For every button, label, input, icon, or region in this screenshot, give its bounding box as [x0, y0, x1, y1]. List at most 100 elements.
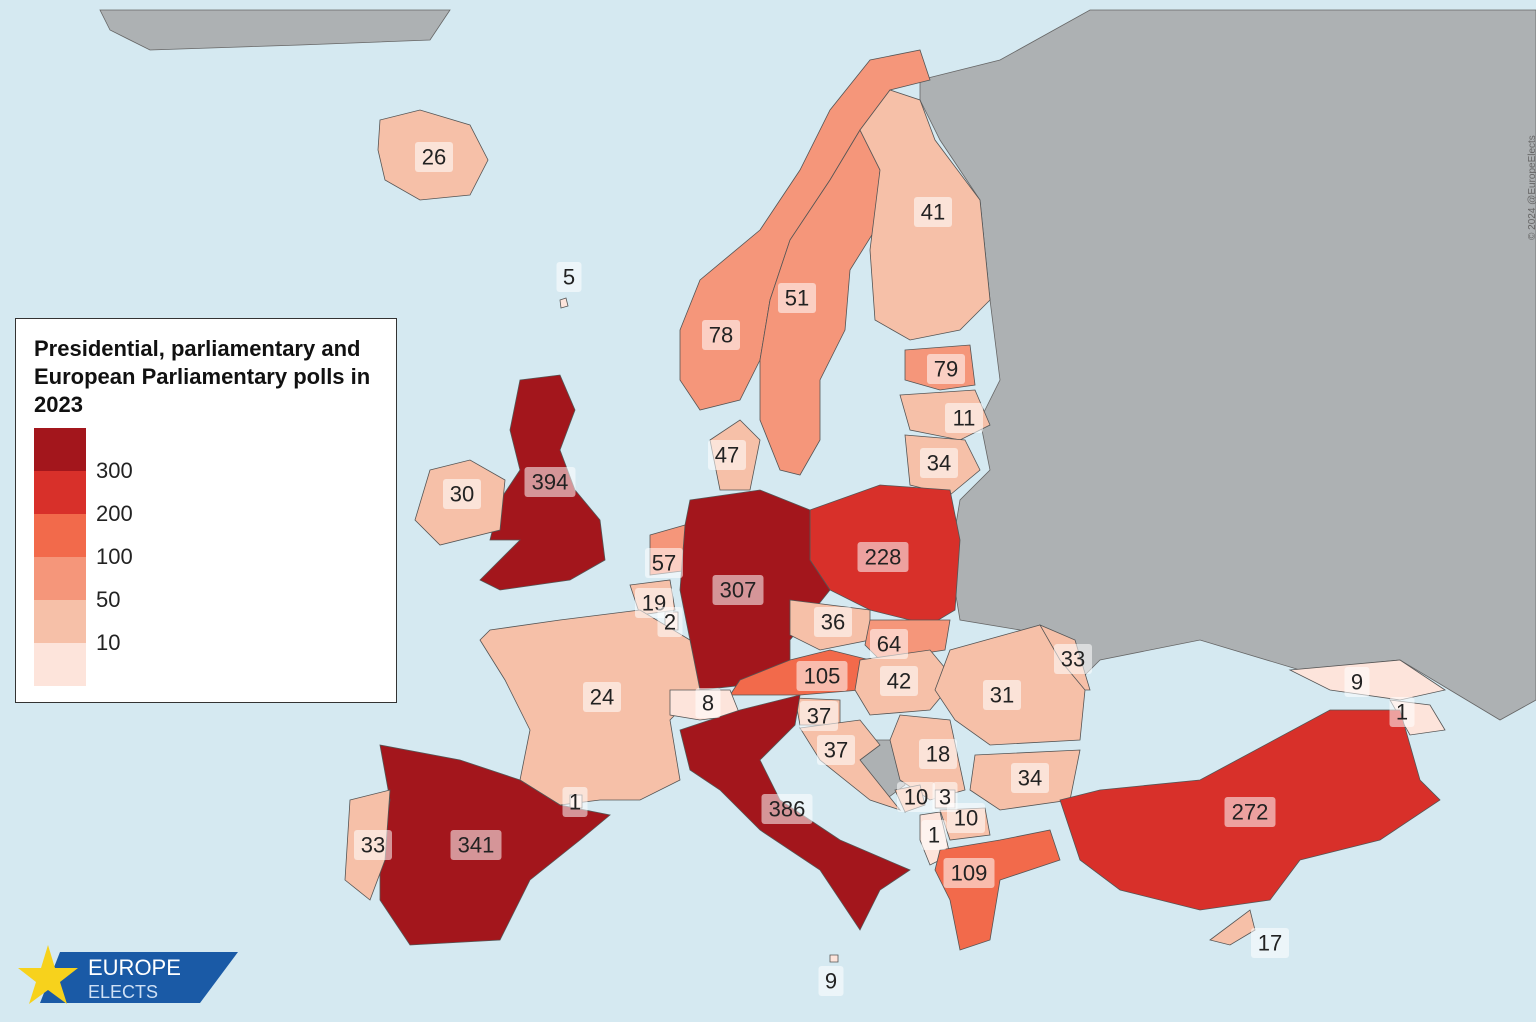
legend: Presidential, parliamentary and European…	[15, 318, 397, 703]
label-box	[920, 448, 958, 478]
region-value: 47	[715, 443, 739, 468]
copyright: © 2024 @EuropeElects	[1527, 135, 1536, 240]
logo-text: EUROPE	[88, 955, 181, 980]
legend-swatch	[34, 514, 86, 557]
label-box	[450, 830, 502, 860]
label-box	[800, 701, 838, 731]
label-box	[778, 283, 816, 313]
label-box	[943, 858, 995, 888]
region-value: 394	[532, 470, 569, 495]
label-box	[817, 735, 855, 765]
label-box	[983, 680, 1021, 710]
label-box	[524, 467, 576, 497]
legend-tick-label: 300	[96, 458, 133, 483]
label-box	[562, 787, 588, 817]
label-box	[708, 440, 746, 470]
region-value: 10	[904, 785, 928, 810]
label-box	[1251, 928, 1289, 958]
label-box	[921, 820, 947, 850]
region-value: 34	[927, 451, 951, 476]
region-value: 37	[807, 704, 831, 729]
region-value: 1	[928, 823, 940, 848]
region-value: 33	[1061, 647, 1085, 672]
label-box	[354, 830, 392, 860]
label-box	[1054, 644, 1092, 674]
label-box	[914, 197, 952, 227]
legend-tick-label: 200	[96, 501, 133, 526]
region	[759, 129, 881, 476]
region-value: 36	[821, 610, 845, 635]
logo-banner	[40, 952, 238, 1003]
region-value: 228	[865, 545, 902, 570]
label-box	[583, 682, 621, 712]
region-value: 42	[887, 669, 911, 694]
label-box	[897, 782, 935, 812]
region-value: 341	[458, 833, 495, 858]
region-value: 37	[824, 738, 848, 763]
legend-tick-label: 50	[96, 587, 121, 612]
land-no-data	[919, 9, 1536, 721]
region	[934, 829, 1061, 951]
label-box	[415, 142, 453, 172]
label-box	[947, 803, 985, 833]
label-box	[919, 739, 957, 769]
legend-swatch	[34, 600, 86, 643]
region-value: 64	[877, 632, 901, 657]
region-value: 17	[1258, 931, 1282, 956]
label-box	[443, 479, 481, 509]
label-box	[556, 262, 582, 292]
label-box	[870, 629, 908, 659]
label-box	[880, 666, 918, 696]
legend-tick-label: 100	[96, 544, 133, 569]
region-value: 11	[953, 406, 976, 431]
region-value: 5	[563, 265, 575, 290]
region-value: 26	[422, 145, 446, 170]
region-value: 272	[1232, 800, 1269, 825]
region-value: 386	[769, 797, 806, 822]
land-no-data	[99, 9, 451, 51]
region-value: 30	[450, 482, 474, 507]
logo-star	[18, 945, 78, 1004]
label-box	[796, 661, 848, 691]
label-box	[945, 403, 983, 433]
region-value: 18	[926, 742, 950, 767]
label-box	[695, 688, 721, 718]
region	[559, 297, 569, 309]
region	[1209, 909, 1256, 946]
label-box	[1011, 763, 1049, 793]
region-value: 78	[709, 323, 733, 348]
label-box	[814, 607, 852, 637]
label-box	[645, 548, 683, 578]
region-value: 24	[590, 685, 614, 710]
region-value: 9	[1351, 670, 1363, 695]
region-value: 3	[939, 785, 951, 810]
label-box	[1224, 797, 1276, 827]
region-value: 1	[1396, 700, 1408, 725]
region-value: 10	[954, 806, 978, 831]
region-value: 105	[804, 664, 841, 689]
region-value: 1	[569, 790, 581, 815]
label-box	[818, 966, 844, 996]
label-box	[1389, 697, 1415, 727]
label-box	[712, 575, 764, 605]
label-box	[657, 607, 683, 637]
label-box	[1344, 667, 1370, 697]
region-value: 109	[951, 861, 988, 886]
region-value: 307	[720, 578, 757, 603]
region-value: 8	[702, 691, 714, 716]
legend-swatch	[34, 428, 86, 471]
region	[829, 954, 839, 963]
legend-swatch	[34, 643, 86, 686]
region-value: 51	[785, 286, 809, 311]
region-value: 57	[652, 551, 676, 576]
region-value: 79	[934, 357, 958, 382]
label-box	[927, 354, 965, 384]
region-value: 9	[825, 969, 837, 994]
region-value: 41	[921, 200, 945, 225]
label-box	[857, 542, 909, 572]
region-value: 2	[664, 610, 676, 635]
legend-tick-label: 10	[96, 630, 121, 655]
